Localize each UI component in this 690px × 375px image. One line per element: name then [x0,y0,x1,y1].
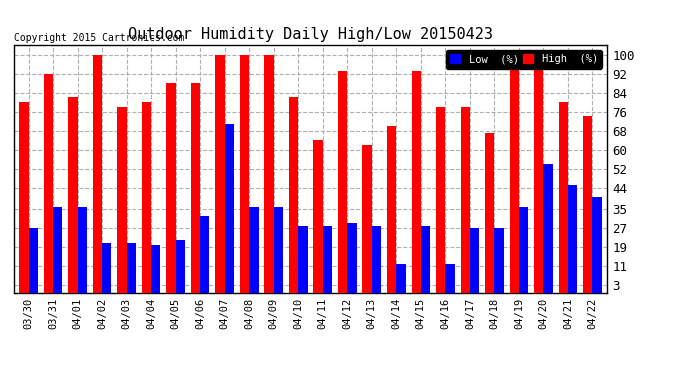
Bar [102,243,111,292]
Bar [176,240,185,292]
Bar [249,207,259,292]
Title: Outdoor Humidity Daily High/Low 20150423: Outdoor Humidity Daily High/Low 20150423 [128,27,493,42]
Bar [200,216,210,292]
Bar [338,71,347,292]
Bar [372,226,381,292]
Bar [264,54,274,292]
Bar [396,264,406,292]
Bar [323,226,332,292]
Bar [445,264,455,292]
Bar [485,133,495,292]
Bar [215,54,225,292]
Bar [387,126,396,292]
Bar [544,164,553,292]
Bar [53,207,62,292]
Bar [151,245,161,292]
Bar [436,107,445,292]
Bar [240,54,249,292]
Bar [77,207,87,292]
Bar [510,54,519,292]
Bar [421,226,430,292]
Bar [166,83,176,292]
Bar [142,102,151,292]
Bar [117,107,126,292]
Bar [43,74,53,292]
Bar [19,102,28,292]
Bar [191,83,200,292]
Bar [126,243,136,292]
Bar [534,54,544,292]
Bar [362,145,372,292]
Bar [274,207,283,292]
Bar [495,228,504,292]
Bar [298,226,308,292]
Bar [411,71,421,292]
Bar [519,207,529,292]
Bar [583,116,593,292]
Bar [289,98,298,292]
Bar [28,228,38,292]
Bar [68,98,77,292]
Bar [460,107,470,292]
Bar [225,123,234,292]
Bar [470,228,479,292]
Bar [593,197,602,292]
Bar [313,140,323,292]
Bar [92,54,102,292]
Bar [568,185,578,292]
Bar [347,224,357,292]
Legend: Low  (%), High  (%): Low (%), High (%) [446,50,602,69]
Text: Copyright 2015 Cartronics.com: Copyright 2015 Cartronics.com [14,33,184,42]
Bar [559,102,568,292]
